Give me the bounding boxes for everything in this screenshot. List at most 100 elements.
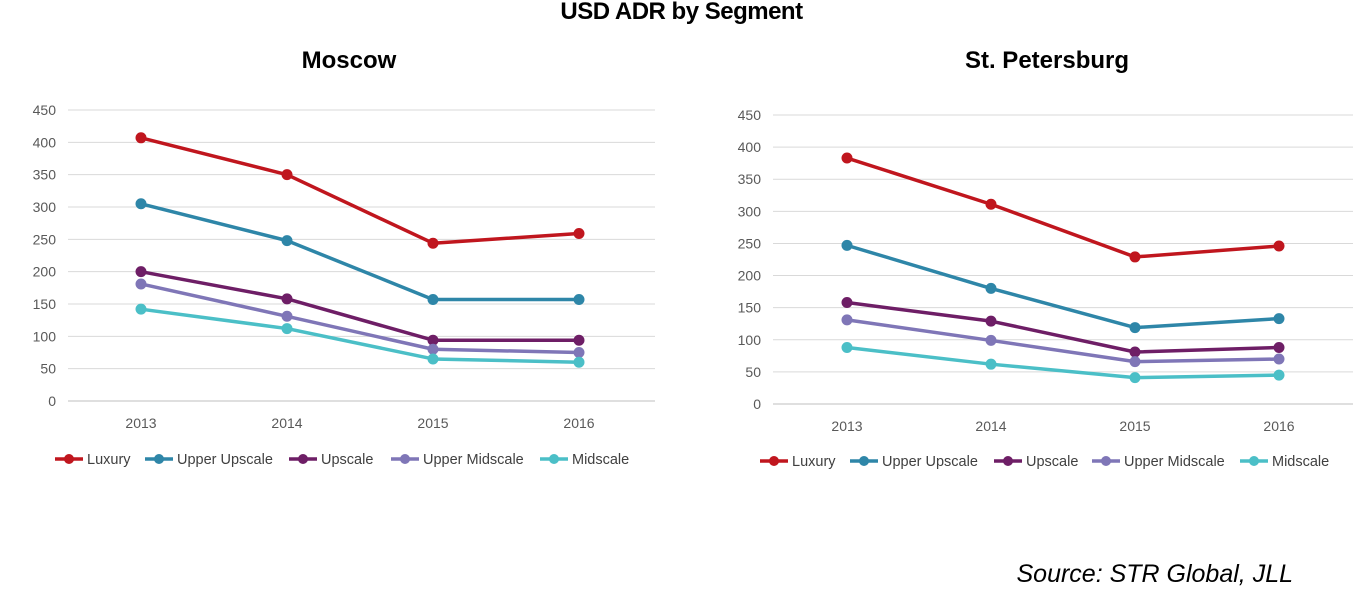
chart-title: Moscow bbox=[302, 47, 397, 74]
y-tick-label: 200 bbox=[738, 268, 762, 284]
data-point bbox=[135, 132, 147, 144]
series-line bbox=[139, 202, 581, 302]
data-point bbox=[985, 198, 997, 210]
data-point bbox=[841, 152, 853, 164]
series-line bbox=[845, 300, 1281, 354]
y-tick-label: 400 bbox=[33, 134, 57, 150]
y-tick-label: 450 bbox=[33, 102, 57, 118]
y-tick-label: 350 bbox=[33, 167, 57, 183]
data-point bbox=[1273, 353, 1285, 365]
x-tick-label: 2014 bbox=[975, 418, 1006, 434]
data-point bbox=[427, 343, 439, 355]
series-line bbox=[139, 136, 581, 245]
x-tick-label: 2013 bbox=[831, 418, 862, 434]
x-tick-label: 2015 bbox=[417, 415, 448, 431]
series-line bbox=[139, 282, 581, 355]
legend-label: Midscale bbox=[1272, 454, 1329, 470]
series-line bbox=[139, 269, 581, 342]
data-point bbox=[1273, 240, 1285, 252]
series-line bbox=[139, 307, 581, 364]
data-point bbox=[1273, 369, 1285, 381]
data-point bbox=[985, 282, 997, 294]
legend-marker bbox=[859, 456, 869, 466]
legend-marker bbox=[1101, 456, 1111, 466]
data-point bbox=[427, 334, 439, 346]
legend-marker bbox=[549, 454, 559, 464]
data-point bbox=[427, 293, 439, 305]
chart-moscow: Moscow 0 50 100 150 200 250 300 350 400 450 2013 201… bbox=[33, 47, 655, 468]
y-tick-label: 400 bbox=[738, 139, 762, 155]
data-point bbox=[135, 198, 147, 210]
legend-label: Luxury bbox=[792, 454, 836, 470]
legend-label: Upper Midscale bbox=[1124, 454, 1225, 470]
y-tick-label: 100 bbox=[33, 328, 57, 344]
x-tick-label: 2016 bbox=[1263, 418, 1294, 434]
series-line bbox=[845, 345, 1281, 380]
legend-label: Upper Midscale bbox=[423, 452, 524, 468]
legend-label: Luxury bbox=[87, 452, 131, 468]
legend-marker bbox=[400, 454, 410, 464]
series-line bbox=[845, 318, 1281, 364]
data-point bbox=[573, 228, 585, 240]
data-point bbox=[985, 358, 997, 370]
y-tick-label: 50 bbox=[745, 364, 761, 380]
data-point bbox=[281, 310, 293, 322]
legend-marker bbox=[64, 454, 74, 464]
series-line bbox=[845, 243, 1281, 330]
data-point bbox=[135, 266, 147, 278]
x-tick-label: 2013 bbox=[125, 415, 156, 431]
data-point bbox=[281, 235, 293, 247]
x-tick-label: 2015 bbox=[1119, 418, 1150, 434]
data-point bbox=[841, 341, 853, 353]
legend-marker bbox=[769, 456, 779, 466]
data-point bbox=[1129, 346, 1141, 358]
y-tick-label: 250 bbox=[33, 231, 57, 247]
data-point bbox=[427, 237, 439, 249]
data-point bbox=[841, 314, 853, 326]
data-point bbox=[573, 334, 585, 346]
legend-marker bbox=[154, 454, 164, 464]
data-point bbox=[985, 334, 997, 346]
y-tick-label: 0 bbox=[753, 396, 761, 412]
chart-title: St. Petersburg bbox=[965, 47, 1129, 74]
y-tick-label: 100 bbox=[738, 332, 762, 348]
series-line bbox=[845, 156, 1281, 259]
legend-marker bbox=[1003, 456, 1013, 466]
y-tick-label: 200 bbox=[33, 264, 57, 280]
data-point bbox=[573, 356, 585, 368]
y-tick-label: 50 bbox=[40, 361, 56, 377]
x-tick-label: 2014 bbox=[271, 415, 302, 431]
data-point bbox=[427, 353, 439, 365]
data-point bbox=[281, 323, 293, 335]
y-tick-label: 150 bbox=[33, 296, 57, 312]
y-tick-label: 300 bbox=[33, 199, 57, 215]
data-point bbox=[985, 315, 997, 327]
y-tick-label: 150 bbox=[738, 300, 762, 316]
data-point bbox=[1129, 356, 1141, 368]
data-point bbox=[573, 347, 585, 358]
y-tick-label: 350 bbox=[738, 171, 762, 187]
legend-label: Upscale bbox=[1026, 454, 1078, 470]
main-title: USD ADR by Segment bbox=[560, 0, 803, 25]
legend-marker bbox=[298, 454, 308, 464]
data-point bbox=[573, 293, 585, 305]
data-point bbox=[1129, 372, 1141, 384]
legend-label: Upper Upscale bbox=[177, 452, 273, 468]
legend-label: Upper Upscale bbox=[882, 454, 978, 470]
data-point bbox=[1273, 313, 1285, 325]
data-point bbox=[1129, 251, 1141, 263]
source-note: Source: STR Global, JLL bbox=[1016, 560, 1293, 588]
data-point bbox=[1273, 341, 1285, 353]
legend-label: Midscale bbox=[572, 452, 629, 468]
y-tick-label: 250 bbox=[738, 235, 762, 251]
legend-marker bbox=[1249, 456, 1259, 466]
legend-label: Upscale bbox=[321, 452, 373, 468]
data-point bbox=[281, 293, 293, 305]
y-tick-label: 0 bbox=[48, 393, 56, 409]
chart-st-petersburg: St. Petersburg 0 50 100 150 200 250 300 350 400 45… bbox=[738, 47, 1353, 470]
data-point bbox=[135, 278, 147, 290]
y-tick-label: 450 bbox=[738, 107, 762, 123]
x-tick-label: 2016 bbox=[563, 415, 594, 431]
y-tick-label: 300 bbox=[738, 203, 762, 219]
